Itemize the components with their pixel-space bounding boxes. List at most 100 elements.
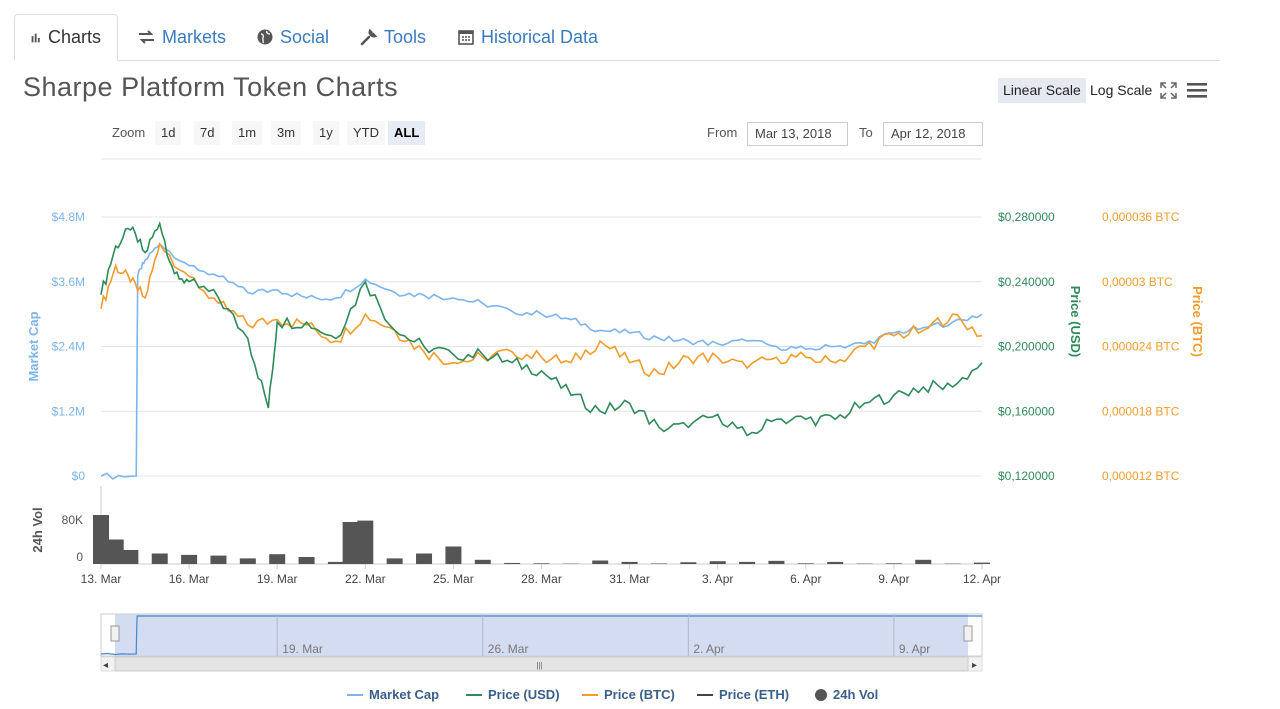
globe-icon — [257, 29, 273, 45]
volume-bar — [797, 563, 814, 564]
market-cap-tick-label: $3.6M — [52, 275, 85, 289]
series-line-usd — [100, 220, 983, 437]
legend-label: Price (USD) — [488, 687, 560, 702]
scrollbar-grip: ||| — [537, 661, 543, 670]
market-cap-tick-label: $1.2M — [52, 404, 85, 418]
series-line-market_cap — [100, 242, 983, 480]
market-cap-tick-label: $4.8M — [52, 210, 85, 224]
zoom-7d-button[interactable]: 7d — [194, 121, 221, 145]
usd-tick-label: $0,120000 — [998, 469, 1055, 483]
legend-24h-vol[interactable]: 24h Vol — [815, 687, 878, 702]
volume-bar — [445, 546, 462, 564]
volume-bar — [504, 562, 521, 564]
to-date-input[interactable]: Apr 12, 2018 — [883, 122, 983, 146]
btc-tick-label: 0,00003 BTC — [1102, 275, 1173, 289]
series-line-btc — [100, 241, 983, 378]
volume-bar — [327, 561, 344, 564]
navigator-tick-label: 9. Apr — [899, 642, 930, 656]
log-scale-button[interactable]: Log Scale — [1090, 82, 1153, 98]
vol-tick-label: 0 — [76, 550, 83, 564]
x-tick-label: 12. Apr — [963, 572, 1001, 586]
volume-bar — [107, 539, 124, 564]
vol-axis-label: 24h Vol — [30, 507, 45, 552]
legend-price-eth[interactable]: Price (ETH) — [697, 687, 789, 702]
market-cap-tick-label: $2.4M — [52, 340, 85, 354]
volume-bar — [739, 561, 756, 564]
legend-price-btc[interactable]: Price (BTC) — [582, 687, 675, 702]
navigator-tick-label: 26. Mar — [488, 642, 529, 656]
tab-label: Social — [280, 26, 330, 47]
zoom-ytd-button[interactable]: YTD — [347, 121, 385, 145]
x-tick-label: 9. Apr — [878, 572, 909, 586]
price-chart[interactable]: $0 $1.2M $2.4M $3.6M $4.8M Market Cap $0,12000… — [0, 150, 1280, 682]
volume-bar — [210, 555, 227, 564]
x-tick-label: 13. Mar — [81, 572, 122, 586]
volume-bar — [915, 559, 932, 564]
btc-tick-label: 0,000024 BTC — [1102, 340, 1180, 354]
navigator-handle — [110, 625, 120, 642]
x-tick-label: 31. Mar — [609, 572, 650, 586]
zoom-3m-button[interactable]: 3m — [271, 121, 302, 145]
tab-label: Tools — [384, 26, 427, 47]
tab-bar: Charts Markets Social Tools Historical D… — [14, 14, 1220, 61]
navigator-tick-label: 2. Apr — [693, 642, 724, 656]
from-date-input[interactable]: Mar 13, 2018 — [747, 122, 848, 146]
from-label: From — [707, 125, 738, 140]
x-tick-label: 22. Mar — [345, 572, 386, 586]
market-cap-tick-label: $0 — [72, 469, 86, 483]
tab-social[interactable]: Social — [257, 14, 329, 60]
linear-scale-button[interactable]: Linear Scale — [998, 78, 1086, 103]
btc-tick-label: 0,000036 BTC — [1102, 210, 1180, 224]
zoom-1d-button[interactable]: 1d — [155, 121, 182, 145]
volume-bar — [122, 550, 139, 564]
zoom-1y-button[interactable]: 1y — [313, 121, 339, 145]
volume-bar — [768, 560, 785, 564]
legend-swatch — [466, 693, 482, 696]
tab-charts[interactable]: Charts — [14, 14, 118, 61]
x-tick-label: 6. Apr — [790, 572, 821, 586]
volume-bar — [885, 563, 902, 564]
volume-bar — [269, 554, 286, 564]
legend-price-usd[interactable]: Price (USD) — [466, 687, 560, 702]
legend-market-cap[interactable]: Market Cap — [347, 687, 439, 702]
calendar-icon — [458, 30, 474, 45]
legend-label: 24h Vol — [833, 687, 879, 702]
legend-swatch — [347, 693, 363, 696]
x-tick-label: 19. Mar — [257, 572, 298, 586]
series-lines — [100, 220, 983, 480]
volume-bar — [357, 520, 374, 564]
bar-chart-icon — [31, 33, 40, 42]
btc-axis-label: Price (BTC) — [1190, 286, 1205, 357]
tab-historical-data[interactable]: Historical Data — [458, 14, 598, 60]
volume-bar — [827, 561, 844, 564]
x-tick-label: 25. Mar — [433, 572, 474, 586]
navigator-tick-label: 19. Mar — [282, 642, 323, 656]
axis-labels: $0 $1.2M $2.4M $3.6M $4.8M Market Cap $0,12000… — [26, 210, 1205, 586]
zoom-1m-button[interactable]: 1m — [232, 121, 263, 145]
menu-icon[interactable] — [1187, 82, 1208, 99]
exchange-icon — [139, 30, 154, 44]
volume-bar — [386, 558, 403, 564]
volume-bar — [709, 561, 726, 564]
x-tick-label: 3. Apr — [702, 572, 733, 586]
fullscreen-icon[interactable] — [1160, 82, 1177, 99]
legend-label: Price (ETH) — [719, 687, 790, 702]
navigator-selection — [115, 614, 968, 656]
navigator-line — [100, 615, 982, 656]
navigator[interactable]: 19. Mar 26. Mar 2. Apr 9. Apr ◂ ▸ ||| — [100, 613, 983, 672]
navigator-handle — [963, 625, 973, 642]
volume-bars — [93, 515, 990, 564]
volume-bar — [93, 515, 109, 564]
volume-bar — [974, 562, 990, 564]
usd-tick-label: $0,160000 — [998, 404, 1055, 418]
legend-label: Price (BTC) — [604, 687, 675, 702]
tab-label: Charts — [47, 27, 101, 47]
btc-tick-label: 0,000018 BTC — [1102, 404, 1180, 418]
usd-tick-label: $0,240000 — [998, 275, 1055, 289]
tab-markets[interactable]: Markets — [138, 14, 226, 60]
to-label: To — [859, 125, 873, 140]
zoom-all-button[interactable]: ALL — [388, 121, 426, 145]
tab-tools[interactable]: Tools — [360, 14, 426, 60]
volume-bar — [151, 553, 168, 564]
x-tick-label: 16. Mar — [169, 572, 210, 586]
